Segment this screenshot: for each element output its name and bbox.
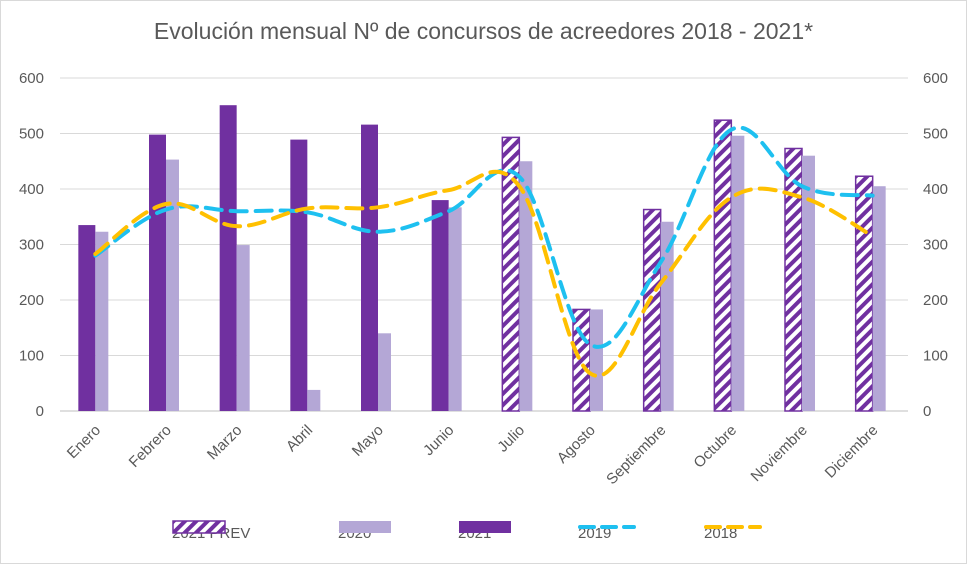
bar-2021 [149, 134, 166, 412]
bar-2020 [236, 245, 250, 411]
legend-item: 2021 [458, 520, 511, 546]
legend-item: 2019 [578, 520, 636, 546]
bar-2021-prev [854, 175, 874, 412]
y-tick-label-right: 200 [923, 292, 948, 309]
y-tick-label-left: 300 [19, 237, 44, 254]
y-tick-label-right: 400 [923, 181, 948, 198]
y-tick-label-left: 500 [19, 126, 44, 143]
legend-swatch-bar [339, 521, 391, 533]
y-tick-label-left: 100 [19, 348, 44, 365]
bar-2021-prev [713, 119, 733, 412]
legend-item: 2021 PREV [172, 520, 250, 546]
x-tick-label: Julio [494, 422, 528, 456]
y-tick-label-right: 500 [923, 126, 948, 143]
y-tick-label-left: 600 [19, 70, 44, 87]
bar-2020 [307, 389, 321, 411]
legend-item: 2020 [338, 520, 391, 546]
bar-2020 [166, 159, 179, 411]
bar-2020 [872, 186, 886, 411]
x-tick-label: Marzo [204, 422, 245, 463]
legend-item: 2018 [704, 520, 762, 546]
legend-swatch-bar [459, 521, 511, 533]
bar-2021-prev [572, 308, 591, 412]
bar-2021-prev [784, 147, 803, 412]
legend-swatch-bar [172, 520, 226, 534]
x-tick-label: Mayo [349, 422, 387, 460]
x-tick-label: Junio [420, 422, 457, 459]
bar-2021 [78, 225, 96, 411]
bar-2020 [590, 309, 603, 411]
y-tick-label-left: 0 [36, 403, 44, 420]
x-tick-label: Agosto [554, 422, 599, 467]
x-tick-label: Noviembre [748, 422, 811, 485]
bar-2020 [519, 161, 533, 411]
bar-2021 [431, 200, 449, 411]
x-tick-label: Octubre [690, 422, 740, 472]
x-tick-label: Diciembre [822, 422, 882, 482]
bar-2021-prev [501, 136, 521, 412]
legend-swatch-line [578, 525, 636, 529]
y-tick-label-right: 600 [923, 70, 948, 87]
y-tick-label-left: 400 [19, 181, 44, 198]
y-tick-label-right: 100 [923, 348, 948, 365]
y-tick-label-right: 0 [923, 403, 931, 420]
x-tick-label: Septiembre [603, 422, 669, 488]
line-series-2018 [93, 169, 875, 378]
bar-2020 [95, 231, 109, 411]
y-tick-label-right: 300 [923, 237, 948, 254]
bar-2020 [448, 207, 462, 411]
bar-2021 [290, 139, 308, 412]
chart-legend: 2021 PREV 2020 2021 2019 2018 [0, 520, 967, 546]
bar-2021 [361, 124, 378, 412]
chart-title: Evolución mensual Nº de concursos de acr… [153, 18, 814, 44]
x-tick-label: Febrero [126, 422, 175, 471]
y-tick-label-left: 200 [19, 292, 44, 309]
bar-2020 [802, 155, 815, 411]
x-tick-label: Abril [283, 422, 316, 455]
legend-swatch-line [704, 525, 762, 529]
x-tick-label: Enero [64, 422, 104, 462]
line-series-2019 [93, 125, 875, 349]
bar-2020 [378, 333, 391, 411]
bar-2021 [219, 105, 237, 411]
bar-2020 [731, 135, 745, 411]
